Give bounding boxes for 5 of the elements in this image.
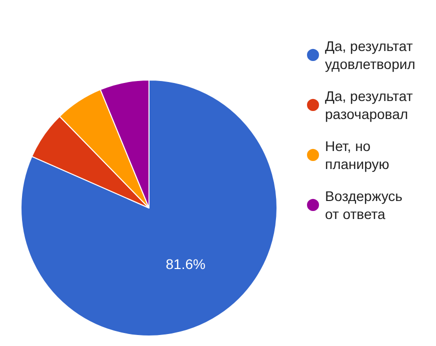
legend-label: Нет, но планирую bbox=[325, 138, 390, 172]
legend-label: Да, результат удовлетворил bbox=[325, 38, 416, 72]
legend-label: Да, результат разочаровал bbox=[325, 88, 414, 122]
data-label: 81.6% bbox=[166, 256, 206, 272]
legend-label: Воздержусь от ответа bbox=[325, 188, 402, 222]
